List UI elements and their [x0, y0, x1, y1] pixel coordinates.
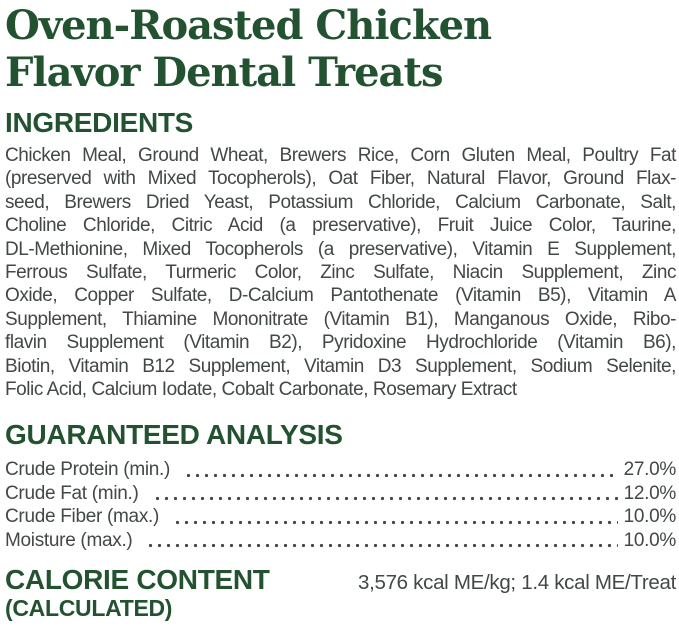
calorie-content-heading-line-1: CALORIE CONTENT [5, 564, 270, 596]
ingredients-line: Choline Chloride, Citric Acid (a preserv… [5, 215, 676, 237]
ingredients-paragraph: Chicken Meal, Ground Wheat, Brewers Rice… [5, 144, 676, 401]
analysis-row-crude-fat: Crude Fat (min.) 12.0% [5, 482, 676, 505]
analysis-label: Crude Protein (min.) [5, 459, 171, 481]
dotted-leader [184, 472, 618, 478]
analysis-value: 10.0% [623, 506, 677, 528]
ingredients-line: Oxide, Copper Sulfate, D-Calcium Pantoth… [5, 285, 676, 307]
guaranteed-analysis-table: Crude Protein (min.) 27.0% Crude Fat (mi… [5, 458, 676, 552]
page-title: Oven-Roasted Chicken Flavor Dental Treat… [5, 2, 676, 96]
ingredients-line: seed, Brewers Dried Yeast, Potassium Chl… [5, 191, 676, 213]
dotted-leader [173, 519, 618, 525]
dotted-leader [146, 543, 618, 549]
analysis-value: 12.0% [623, 482, 677, 504]
page-title-line-2: Flavor Dental Treats [5, 49, 443, 96]
analysis-value: 10.0% [623, 529, 677, 551]
ingredients-line: Supplement, Thiamine Mononitrate (Vitami… [5, 308, 676, 330]
analysis-row-crude-fiber: Crude Fiber (max.) 10.0% [5, 505, 676, 528]
ingredients-heading: INGREDIENTS [5, 107, 194, 138]
calorie-content-value: 3,576 kcal ME/kg; 1.4 kcal ME/Treat [357, 571, 676, 595]
calorie-content-section: CALORIE CONTENT (CALCULATED) 3,576 kcal … [5, 564, 676, 622]
page-title-line-1: Oven-Roasted Chicken [5, 2, 492, 49]
analysis-row-moisture: Moisture (max.) 10.0% [5, 529, 676, 552]
calorie-content-heading-line-2: (CALCULATED) [5, 595, 173, 622]
analysis-value: 27.0% [623, 459, 677, 481]
analysis-label: Moisture (max.) [5, 529, 133, 551]
analysis-label: Crude Fiber (max.) [5, 506, 160, 528]
ingredients-line: Chicken Meal, Ground Wheat, Brewers Rice… [5, 145, 676, 166]
analysis-row-crude-protein: Crude Protein (min.) 27.0% [5, 458, 676, 481]
calorie-content-heading: CALORIE CONTENT (CALCULATED) [5, 564, 270, 622]
ingredients-line: (preserved with Mixed Tocopherols), Oat … [5, 168, 676, 190]
ingredients-line: Ferrous Sulfate, Turmeric Color, Zinc Su… [5, 262, 676, 284]
analysis-label: Crude Fat (min.) [5, 482, 139, 504]
dotted-leader [152, 496, 618, 502]
ingredients-line: Folic Acid, Calcium Iodate, Cobalt Carbo… [5, 379, 517, 401]
ingredients-line: Biotin, Vitamin B12 Supplement, Vitamin … [5, 355, 676, 377]
ingredients-line: flavin Supplement (Vitamin B2), Pyridoxi… [5, 332, 676, 354]
guaranteed-analysis-heading: GUARANTEED ANALYSIS [5, 419, 343, 451]
ingredients-line: DL-Methionine, Mixed Tocopherols (a pres… [5, 238, 676, 260]
